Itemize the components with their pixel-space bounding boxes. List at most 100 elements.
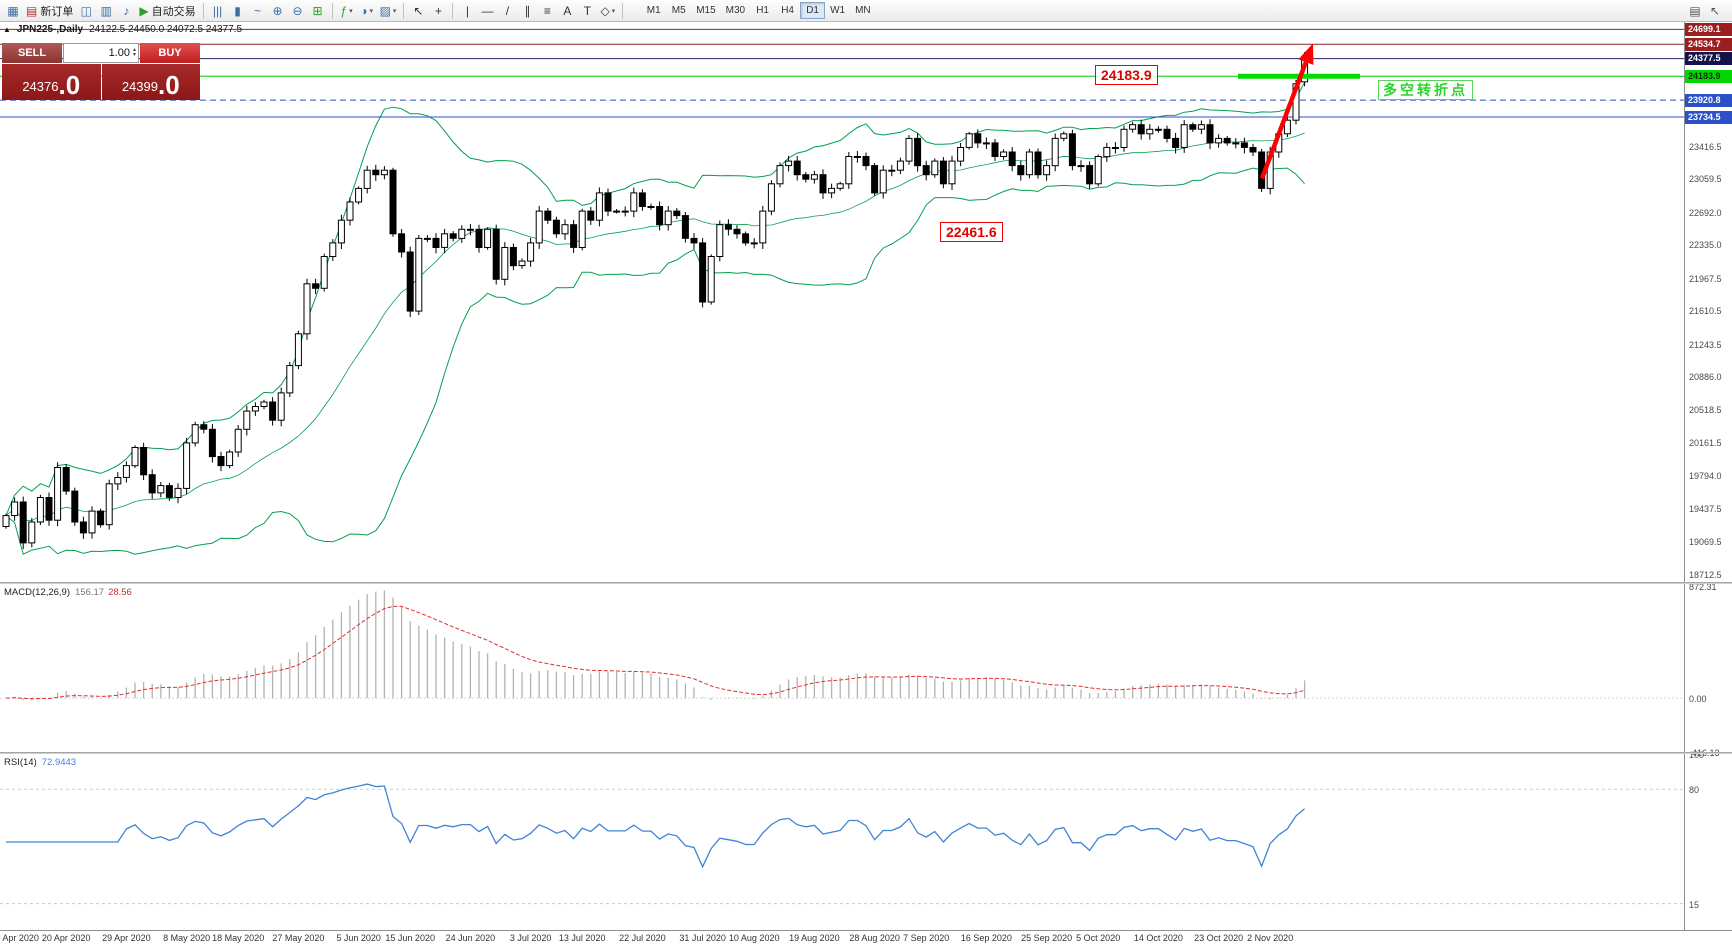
keyboard-icon[interactable]: ▤ [1685, 2, 1705, 20]
pointer-tool-icon[interactable]: ↖ [1705, 2, 1725, 20]
text-icon: A [563, 3, 572, 18]
timeframe-m30[interactable]: M30 [725, 5, 746, 16]
chart-header: ▲ JPN225-,Daily 24122.5 24450.0 24072.5 … [3, 24, 242, 35]
rsi-scale-tick: 100 [1689, 750, 1705, 760]
chart-windows-icon: ◫ [80, 3, 93, 18]
profiles-icon[interactable]: ▥ [96, 2, 116, 20]
support-price-annotation[interactable]: 22461.6 [940, 221, 1003, 242]
time-axis-label: 27 May 2020 [272, 933, 325, 943]
rsi-scale-tick: 80 [1689, 785, 1700, 796]
text-icon[interactable]: A [557, 2, 577, 20]
pane-separator[interactable] [0, 752, 1732, 754]
templates-icon[interactable]: ▨ ▾ [377, 2, 400, 20]
dropdown-caret-icon[interactable]: ▾ [349, 7, 353, 15]
timeframe-d1[interactable]: D1 [800, 2, 826, 19]
pointer-tool-icon: ↖ [1709, 3, 1721, 18]
main-toolbar: ▦ ▤ 新订单 ◫ ▥ ♪ ▶ 自动交易 ||| ▮ ~ ⊕ ⊖ ⊞ ƒ ▾ ◑ ▾ ▨ ▾ ↖ + | — / ∥ ≡ A T ◇ ▾ M… [0, 0, 1732, 22]
price-scale-tick: 19437.5 [1689, 503, 1722, 514]
toolbar-separator-3 [403, 2, 405, 19]
time-axis-label: 7 Sep 2020 [903, 933, 950, 943]
cursor-icon[interactable]: ↖ [408, 2, 428, 20]
timeframe-m15[interactable]: M15 [696, 5, 716, 16]
macd-chart[interactable] [0, 584, 1684, 752]
time-axis-label: 5 Oct 2020 [1076, 933, 1121, 943]
collapse-trade-panel-icon[interactable]: ▲ [3, 25, 11, 34]
bar-chart-icon[interactable]: ||| [208, 2, 228, 20]
price-scale-tick: 19069.5 [1689, 537, 1722, 548]
rsi-scale-tick: 15 [1689, 899, 1700, 910]
turning-point-annotation[interactable]: 多空转折点 [1378, 80, 1473, 101]
templates-icon: ▨ [379, 3, 391, 18]
timeframe-h4[interactable]: H4 [781, 5, 794, 16]
buy-button[interactable]: BUY [140, 43, 200, 63]
resistance-price-annotation[interactable]: 24183.9 [1095, 65, 1158, 86]
time-axis-label: 22 Jul 2020 [619, 933, 666, 943]
toolbar-separator-5 [622, 2, 624, 19]
auto-trading-button[interactable]: ▶ 自动交易 [136, 2, 198, 20]
buy-price-big: .0 [157, 70, 180, 100]
channel-icon[interactable]: ∥ [517, 2, 537, 20]
toolbar-items: ▦ ▤ 新订单 ◫ ▥ ♪ ▶ 自动交易 ||| ▮ ~ ⊕ ⊖ ⊞ ƒ ▾ ◑ ▾ ▨ ▾ ↖ + | — / ∥ ≡ A T ◇ ▾ [3, 2, 627, 20]
timeframe-w1[interactable]: W1 [830, 5, 846, 16]
macd-scale-tick: 0.00 [1689, 694, 1707, 705]
rsi-chart[interactable] [0, 754, 1684, 930]
sell-price-main: 24376 [22, 79, 59, 94]
stepper-up-icon[interactable]: ▴ [132, 47, 136, 53]
new-chart-icon[interactable]: ▦ [3, 2, 23, 20]
horizontal-line-icon[interactable]: — [477, 2, 497, 20]
zoom-in-icon[interactable]: ⊕ [268, 2, 288, 20]
text-label-icon[interactable]: T [577, 2, 597, 20]
vertical-line-icon[interactable]: | [457, 2, 477, 20]
time-axis-label: 28 Aug 2020 [849, 933, 900, 943]
price-scale[interactable]: 23416.5 23059.5 22692.0 22335.0 21967.5 21610… [1684, 22, 1732, 930]
time-axis-label: 31 Jul 2020 [679, 933, 726, 943]
trendline-icon: / [505, 3, 510, 18]
fibonacci-icon: ≡ [543, 3, 551, 18]
price-scale-tick: 20161.5 [1689, 437, 1722, 448]
sell-price[interactable]: 24376.0 [2, 64, 101, 100]
price-scale-tick: 18712.5 [1689, 569, 1722, 580]
price-scale-tick: 22692.0 [1689, 207, 1722, 218]
time-axis-label: 15 Jun 2020 [385, 933, 435, 943]
trendline-icon[interactable]: / [497, 2, 517, 20]
bar-chart-icon: ||| [212, 3, 223, 18]
shapes-icon[interactable]: ◇ ▾ [597, 2, 618, 20]
buy-price[interactable]: 24399.0 [101, 64, 200, 100]
tile-windows-icon[interactable]: ⊞ [308, 2, 328, 20]
price-chart[interactable] [0, 22, 1684, 582]
macd-scale-tick: 872.31 [1689, 582, 1717, 593]
chart-windows-icon[interactable]: ◫ [76, 2, 96, 20]
sell-button[interactable]: SELL [2, 43, 62, 63]
vertical-line-icon: | [465, 3, 469, 18]
new-order-button[interactable]: ▤ 新订单 [23, 2, 76, 20]
shapes-icon: ◇ [600, 3, 610, 18]
volume-input[interactable]: 1.00 ▴ ▾ [63, 43, 139, 63]
periods-icon[interactable]: ◑ ▾ [357, 2, 377, 20]
dropdown-caret-icon[interactable]: ▾ [392, 7, 397, 15]
time-axis-label: 18 May 2020 [212, 933, 265, 943]
indicators-icon[interactable]: ƒ ▾ [337, 2, 357, 20]
zoom-out-icon[interactable]: ⊖ [288, 2, 308, 20]
price-level-label: 23920.8 [1685, 93, 1732, 107]
timeframe-m5[interactable]: M5 [671, 5, 686, 16]
volume-stepper[interactable]: ▴ ▾ [132, 47, 136, 58]
rsi-value: 72.9443 [41, 757, 77, 768]
candlestick-chart-icon[interactable]: ▮ [228, 2, 248, 20]
price-scale-tick: 23059.5 [1689, 174, 1722, 185]
line-chart-icon[interactable]: ~ [248, 2, 268, 20]
timeframe-m1[interactable]: M1 [646, 5, 661, 16]
rsi-indicator-label: RSI(14) 72.9443 [4, 757, 76, 768]
crosshair-icon[interactable]: + [428, 2, 448, 20]
dropdown-caret-icon[interactable]: ▾ [611, 7, 616, 15]
price-scale-tick: 23416.5 [1689, 142, 1722, 152]
dropdown-caret-icon[interactable]: ▾ [369, 7, 373, 15]
stepper-down-icon[interactable]: ▾ [132, 52, 136, 58]
sell-price-big: .0 [58, 70, 81, 100]
alerts-icon[interactable]: ♪ [116, 2, 136, 20]
timeframe-h1[interactable]: H1 [756, 5, 769, 16]
timeframe-mn[interactable]: MN [855, 5, 871, 16]
fibonacci-icon[interactable]: ≡ [537, 2, 557, 20]
pane-separator[interactable] [0, 582, 1732, 584]
